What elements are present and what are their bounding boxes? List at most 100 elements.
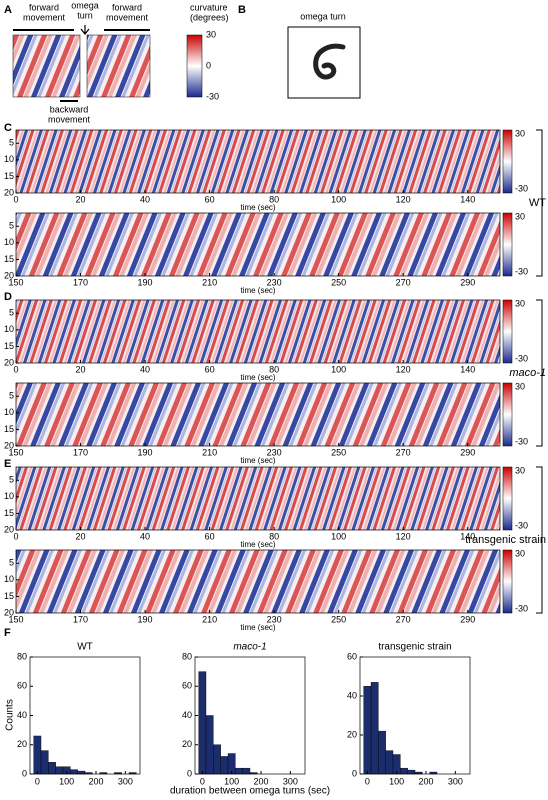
x-tick-label: 120 xyxy=(396,364,411,374)
x-tick-label: 230 xyxy=(267,447,282,457)
x-tick-label: 100 xyxy=(224,776,239,786)
x-tick-label: 200 xyxy=(253,776,268,786)
x-tick-label: 250 xyxy=(331,277,346,287)
y-tick-label: 60 xyxy=(17,681,27,691)
x-tick-label: 140 xyxy=(460,194,475,204)
x-tick-label: 190 xyxy=(138,614,153,624)
x-tick-label: 250 xyxy=(331,447,346,457)
y-tick-label: 40 xyxy=(182,710,192,720)
kymograph xyxy=(15,129,501,194)
x-tick-label: 270 xyxy=(396,447,411,457)
y-tick-label: 0 xyxy=(22,768,27,778)
colorbar-tick-label: 30 xyxy=(206,29,216,39)
y-tick-label: 10 xyxy=(4,574,14,584)
bar xyxy=(370,682,379,775)
y-tick-label: 10 xyxy=(4,491,14,501)
bar xyxy=(55,766,64,775)
annotation: (degrees) xyxy=(190,12,229,22)
bar xyxy=(220,756,229,775)
x-tick-label: 190 xyxy=(138,447,153,457)
x-tick-label: 170 xyxy=(73,447,88,457)
x-tick-label: 40 xyxy=(140,364,150,374)
panel-label: D xyxy=(4,291,12,303)
annotation: movement xyxy=(48,114,91,124)
colorbar-tick-label: -30 xyxy=(515,520,528,530)
kymograph xyxy=(15,212,501,277)
x-tick-label: 140 xyxy=(460,531,475,541)
x-tick-label: 100 xyxy=(331,364,346,374)
bar xyxy=(235,767,243,775)
bar xyxy=(407,769,416,775)
x-tick-label: 300 xyxy=(448,776,463,786)
x-tick-label: 0 xyxy=(365,776,370,786)
bar xyxy=(400,767,408,775)
y-tick-label: 20 xyxy=(17,739,27,749)
bar xyxy=(213,744,221,775)
x-tick-label: 60 xyxy=(205,531,215,541)
y-tick-label: 5 xyxy=(9,475,14,485)
y-tick-label: 80 xyxy=(182,651,192,661)
x-tick-label: 200 xyxy=(418,776,433,786)
x-tick-label: 60 xyxy=(205,364,215,374)
colorbar xyxy=(502,382,513,447)
bar xyxy=(40,750,49,775)
x-tick-label: 170 xyxy=(73,614,88,624)
x-axis-label: time (sec) xyxy=(240,203,275,212)
x-tick-label: 250 xyxy=(331,614,346,624)
x-tick-label: 120 xyxy=(396,194,411,204)
panel-label: A xyxy=(4,4,12,16)
colorbar-tick-label: 30 xyxy=(515,298,525,308)
y-tick-label: 0 xyxy=(352,768,357,778)
colorbar-tick-label: 30 xyxy=(515,211,525,221)
y-tick-label: 10 xyxy=(4,407,14,417)
x-tick-label: 300 xyxy=(118,776,133,786)
y-tick-label: 15 xyxy=(4,424,14,434)
y-tick-label: 20 xyxy=(4,187,14,197)
y-tick-label: 20 xyxy=(4,357,14,367)
y-tick-label: 60 xyxy=(182,681,192,691)
panel-b-art xyxy=(287,26,361,99)
bar xyxy=(242,767,251,775)
y-tick-label: 20 xyxy=(4,524,14,534)
bracket xyxy=(536,299,543,447)
panel-label: E xyxy=(4,458,11,470)
y-tick-label: 5 xyxy=(9,308,14,318)
group-label: maco-1 xyxy=(509,367,546,379)
x-tick-label: 20 xyxy=(76,364,86,374)
y-tick-label: 20 xyxy=(4,440,14,450)
x-axis-label: duration between omega turns (sec) xyxy=(170,786,330,797)
annotation: forward xyxy=(29,2,59,12)
y-tick-label: 40 xyxy=(17,710,27,720)
x-tick-label: 210 xyxy=(202,614,217,624)
annotation: backward xyxy=(50,104,89,114)
bar xyxy=(378,730,386,775)
x-tick-label: 270 xyxy=(396,277,411,287)
y-tick-label: 20 xyxy=(182,739,192,749)
bracket xyxy=(536,466,543,614)
x-axis-label: time (sec) xyxy=(240,286,275,295)
x-tick-label: 230 xyxy=(267,277,282,287)
x-axis-label: time (sec) xyxy=(240,623,275,632)
bar xyxy=(385,750,394,775)
chart-title: WT xyxy=(77,642,93,653)
colorbar-tick-label: -30 xyxy=(515,353,528,363)
colorbar xyxy=(502,299,513,364)
x-tick-label: 80 xyxy=(269,531,279,541)
x-tick-label: 0 xyxy=(13,364,18,374)
bar xyxy=(33,735,42,775)
x-tick-label: 0 xyxy=(13,194,18,204)
panel-label: F xyxy=(4,627,11,639)
panel-title: omega turn xyxy=(300,11,346,21)
x-tick-label: 80 xyxy=(269,194,279,204)
x-tick-label: 290 xyxy=(460,614,475,624)
y-axis-label: Counts xyxy=(5,699,16,731)
x-tick-label: 150 xyxy=(8,277,23,287)
colorbar-tick-label: 30 xyxy=(515,128,525,138)
y-tick-label: 60 xyxy=(347,651,357,661)
annotation: curvature xyxy=(190,2,228,12)
colorbar xyxy=(502,129,513,194)
group-label: transgenic strain xyxy=(465,534,546,546)
colorbar-tick-label: 30 xyxy=(515,465,525,475)
x-tick-label: 190 xyxy=(138,277,153,287)
